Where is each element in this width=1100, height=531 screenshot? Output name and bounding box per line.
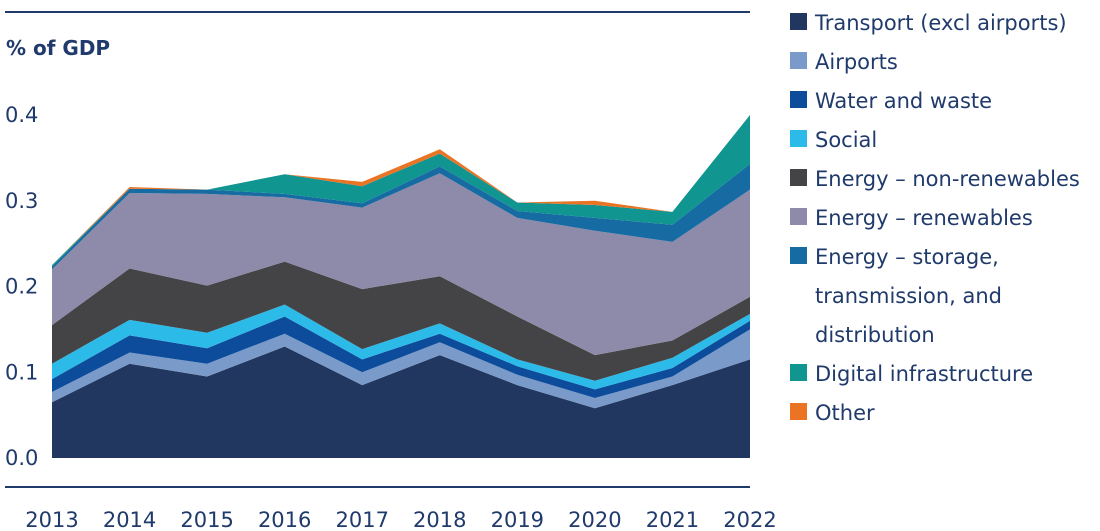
area-series-0 xyxy=(52,346,750,458)
legend-swatch xyxy=(790,130,807,147)
legend-swatch xyxy=(790,247,807,264)
legend-label: Energy – renewables xyxy=(815,206,1033,230)
x-tick-label: 2018 xyxy=(413,508,466,531)
legend-swatch xyxy=(790,91,807,108)
x-tick-label: 2014 xyxy=(103,508,156,531)
y-tick-label: 0.4 xyxy=(5,103,38,127)
legend-swatch xyxy=(790,403,807,420)
area-series-6 xyxy=(52,163,750,270)
area-series-1 xyxy=(52,329,750,409)
legend-item: Energy – renewables xyxy=(790,199,1095,238)
x-tick-label: 2016 xyxy=(258,508,311,531)
legend-label: Energy – non-renewables xyxy=(815,167,1080,191)
legend-item: Energy – storage, transmission, and distri… xyxy=(790,238,1095,355)
legend-item: Airports xyxy=(790,43,1095,82)
legend-label: Other xyxy=(815,401,875,425)
y-tick-labels: 0.0 0.1 0.2 0.3 0.4 xyxy=(5,103,38,470)
legend-swatch xyxy=(790,208,807,225)
legend-label: Social xyxy=(815,128,878,152)
legend-label: Energy – storage, transmission, and distri… xyxy=(815,245,1003,347)
legend-label: Airports xyxy=(815,50,898,74)
legend-label: Transport (excl airports) xyxy=(815,11,1067,35)
x-tick-label: 2022 xyxy=(723,508,776,531)
x-tick-label: 2020 xyxy=(568,508,621,531)
legend-item: Social xyxy=(790,121,1095,160)
x-tick-label: 2015 xyxy=(180,508,233,531)
area-series-5 xyxy=(52,173,750,356)
x-tick-label: 2013 xyxy=(25,508,78,531)
legend-item: Transport (excl airports) xyxy=(790,4,1095,43)
legend-label: Water and waste xyxy=(815,89,993,113)
legend-swatch xyxy=(790,169,807,186)
legend-swatch xyxy=(790,13,807,30)
legend-swatch xyxy=(790,52,807,69)
x-tick-label: 2019 xyxy=(491,508,544,531)
y-axis-label: % of GDP xyxy=(6,36,110,60)
area-layers xyxy=(52,115,750,458)
x-tick-label: 2017 xyxy=(335,508,388,531)
legend-item: Energy – non-renewables xyxy=(790,160,1095,199)
stacked-area-chart: % of GDP 0.00.10.20.30.4 2013 2014 2015 201… xyxy=(5,11,777,531)
y-tick-label: 0.0 xyxy=(5,446,38,470)
legend-item: Water and waste xyxy=(790,82,1095,121)
legend-item: Other xyxy=(790,394,1095,433)
legend: Transport (excl airports) Airports Water a… xyxy=(790,4,1095,433)
legend-label: Digital infrastructure xyxy=(815,362,1034,386)
area-series-2 xyxy=(52,316,750,398)
y-tick-label: 0.1 xyxy=(5,360,38,384)
area-series-4 xyxy=(52,261,750,381)
legend-items: Transport (excl airports) Airports Water a… xyxy=(790,4,1095,433)
legend-swatch xyxy=(790,364,807,381)
y-tick-label: 0.2 xyxy=(5,275,38,299)
area-series-3 xyxy=(52,304,750,390)
legend-item: Digital infrastructure xyxy=(790,355,1095,394)
y-tick-label: 0.3 xyxy=(5,189,38,213)
x-tick-label: 2021 xyxy=(646,508,699,531)
x-tick-labels: 2013 2014 2015 2016 2017 2018 2019 2020 2021 2022 xyxy=(25,508,776,531)
